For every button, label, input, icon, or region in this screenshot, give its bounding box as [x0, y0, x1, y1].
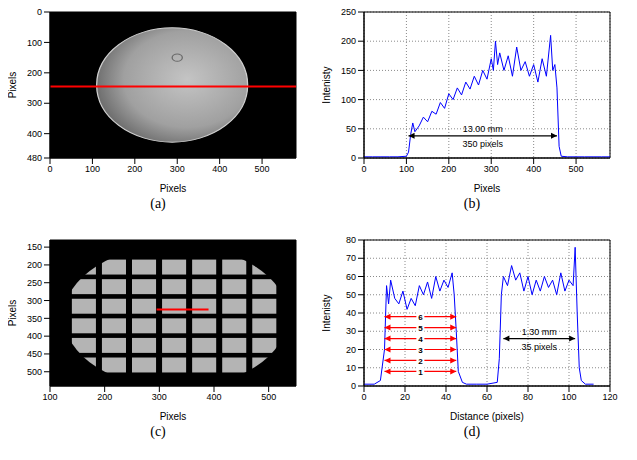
svg-text:200: 200 — [127, 164, 142, 174]
svg-text:350 pixels: 350 pixels — [462, 139, 503, 149]
svg-text:50: 50 — [346, 290, 356, 300]
html-text:(c): (c) — [150, 424, 166, 439]
svg-text:400: 400 — [526, 164, 541, 174]
svg-text:500: 500 — [27, 367, 42, 377]
svg-text:Pixels: Pixels — [8, 300, 18, 327]
svg-text:40: 40 — [441, 392, 451, 402]
svg-text:0: 0 — [351, 381, 356, 391]
svg-text:60: 60 — [482, 392, 492, 402]
svg-text:70: 70 — [346, 253, 356, 263]
svg-text:300: 300 — [484, 164, 499, 174]
svg-text:40: 40 — [346, 308, 356, 318]
svg-text:3: 3 — [418, 346, 423, 355]
svg-text:30: 30 — [346, 326, 356, 336]
svg-text:20: 20 — [400, 392, 410, 402]
svg-text:Pixels: Pixels — [160, 183, 187, 194]
svg-text:0: 0 — [47, 164, 52, 174]
svg-text:80: 80 — [523, 392, 533, 402]
svg-text:Intenisty: Intenisty — [322, 66, 332, 103]
svg-text:2: 2 — [418, 357, 423, 366]
svg-text:1.30 mm: 1.30 mm — [522, 327, 557, 337]
svg-text:0: 0 — [361, 392, 366, 402]
svg-text:300: 300 — [27, 296, 42, 306]
svg-text:100: 100 — [85, 164, 100, 174]
svg-text:20: 20 — [346, 345, 356, 355]
svg-text:500: 500 — [569, 164, 584, 174]
svg-text:Pixels: Pixels — [8, 72, 18, 99]
svg-text:Intenisty: Intenisty — [322, 294, 332, 331]
svg-text:400: 400 — [212, 164, 227, 174]
svg-text:1: 1 — [418, 368, 423, 377]
svg-text:Distance (pixels): Distance (pixels) — [450, 411, 524, 422]
svg-text:5: 5 — [418, 324, 423, 333]
svg-text:100: 100 — [27, 38, 42, 48]
svg-text:50: 50 — [346, 124, 356, 134]
svg-text:250: 250 — [341, 7, 356, 17]
svg-text:200: 200 — [27, 68, 42, 78]
svg-text:100: 100 — [561, 392, 576, 402]
svg-text:0: 0 — [361, 164, 366, 174]
svg-text:450: 450 — [27, 349, 42, 359]
svg-text:60: 60 — [346, 272, 356, 282]
svg-text:500: 500 — [255, 164, 270, 174]
svg-text:100: 100 — [42, 392, 57, 402]
svg-text:4: 4 — [418, 335, 423, 344]
svg-text:200: 200 — [441, 164, 456, 174]
svg-text:200: 200 — [27, 260, 42, 270]
svg-text:200: 200 — [97, 392, 112, 402]
svg-text:150: 150 — [27, 242, 42, 252]
svg-text:0: 0 — [351, 153, 356, 163]
svg-text:100: 100 — [341, 95, 356, 105]
svg-text:120: 120 — [602, 392, 617, 402]
svg-text:400: 400 — [27, 129, 42, 139]
svg-text:13.00 mm: 13.00 mm — [463, 124, 503, 134]
html-text:(a): (a) — [150, 196, 166, 211]
svg-text:480: 480 — [27, 153, 42, 163]
html-text:(d): (d) — [463, 424, 481, 439]
html-text:(b): (b) — [463, 196, 481, 211]
svg-text:6: 6 — [418, 313, 423, 322]
svg-text:500: 500 — [261, 392, 276, 402]
svg-text:300: 300 — [27, 98, 42, 108]
svg-text:10: 10 — [346, 363, 356, 373]
svg-text:80: 80 — [346, 235, 356, 245]
svg-text:0: 0 — [37, 7, 42, 17]
svg-text:Pixels: Pixels — [474, 183, 501, 194]
svg-text:100: 100 — [399, 164, 414, 174]
svg-text:150: 150 — [341, 66, 356, 76]
svg-text:Pixels: Pixels — [160, 411, 187, 422]
svg-text:200: 200 — [341, 36, 356, 46]
svg-text:300: 300 — [170, 164, 185, 174]
svg-text:250: 250 — [27, 278, 42, 288]
svg-text:350: 350 — [27, 314, 42, 324]
svg-text:300: 300 — [152, 392, 167, 402]
svg-text:400: 400 — [27, 331, 42, 341]
svg-text:35 pixels: 35 pixels — [522, 342, 558, 352]
svg-text:400: 400 — [206, 392, 221, 402]
